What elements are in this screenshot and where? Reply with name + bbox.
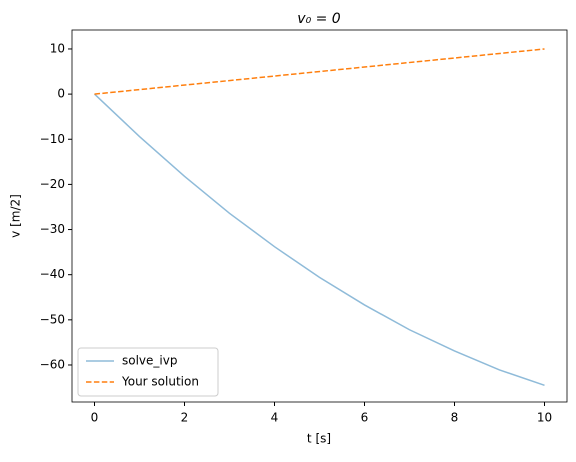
x-tick-label: 2	[181, 411, 189, 425]
y-axis-label: v [m/2]	[9, 194, 23, 238]
legend-label: Your solution	[121, 375, 199, 389]
series-line	[93, 93, 545, 387]
legend-box	[77, 347, 219, 397]
y-tick-label: −50	[40, 312, 65, 326]
y-tick-label: −60	[40, 357, 65, 371]
y-tick-label: −20	[40, 177, 65, 191]
y-tick-label: −10	[40, 132, 65, 146]
y-tick-label: 10	[50, 41, 65, 55]
plot-frame	[71, 29, 568, 403]
y-tick-label: −30	[40, 222, 65, 236]
series-line	[94, 48, 545, 95]
x-tick-label: 0	[91, 411, 99, 425]
chart-title: v₀ = 0	[297, 11, 341, 27]
x-tick-label: 6	[361, 411, 369, 425]
x-tick-label: 10	[537, 411, 552, 425]
x-tick-label: 4	[271, 411, 279, 425]
x-tick-label: 8	[451, 411, 459, 425]
legend-label: solve_ivp	[122, 354, 177, 368]
x-axis-label: t [s]	[307, 432, 331, 446]
y-tick-label: 0	[57, 87, 65, 101]
y-tick-label: −40	[40, 267, 65, 281]
